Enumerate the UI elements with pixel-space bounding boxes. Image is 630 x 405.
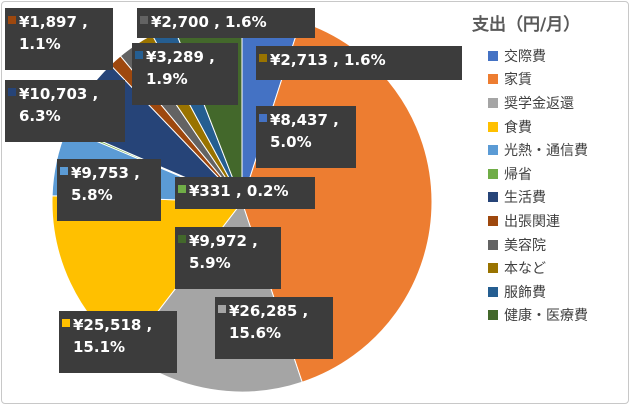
data-label-percent: 1.9% — [146, 70, 188, 88]
data-label-7: ¥1,897 , 1.1% — [5, 8, 113, 70]
data-label-key — [259, 54, 267, 62]
legend-swatch — [488, 168, 498, 179]
data-label-0: ¥8,437 , 5.0% — [256, 106, 356, 168]
legend-item-11: 健康・医療費 — [488, 304, 588, 328]
data-label-key — [218, 305, 226, 313]
legend-swatch — [488, 97, 498, 108]
legend-label: 家賃 — [504, 72, 532, 89]
data-label-text: ¥2,713 , 1.6% — [270, 51, 386, 69]
data-label-key — [135, 51, 143, 59]
data-label-key — [8, 16, 16, 24]
legend-item-8: 美容院 — [488, 233, 588, 257]
data-label-value: ¥9,753 , — [71, 164, 140, 182]
data-label-text: ¥2,700 , 1.6% — [151, 13, 267, 31]
data-label-2: ¥26,285 , 15.6% — [215, 297, 333, 359]
data-label-value: ¥9,972 , — [189, 232, 258, 250]
legend-label: 交際費 — [504, 48, 546, 65]
data-label-key — [62, 319, 70, 327]
data-label-key — [178, 185, 186, 193]
data-label-percent: 1.1% — [19, 35, 61, 53]
data-label-9: ¥2,713 , 1.6% — [256, 46, 462, 80]
legend-swatch — [488, 263, 498, 274]
data-label-key — [178, 235, 186, 243]
legend-label: 生活費 — [504, 190, 546, 207]
legend-item-0: 交際費 — [488, 44, 588, 68]
legend-label: 健康・医療費 — [504, 308, 588, 325]
data-label-value: ¥26,285 , — [229, 302, 309, 320]
legend-item-4: 光熱・通信費 — [488, 138, 588, 162]
legend-swatch — [488, 50, 498, 61]
data-label-value: ¥8,437 , — [270, 111, 339, 129]
data-label-key — [60, 167, 68, 175]
legend: 交際費家賃奨学金返還食費光熱・通信費 帰省生活費出張関連美容院本など服飾費健康・医… — [488, 44, 588, 327]
legend-swatch — [488, 145, 498, 156]
legend-label: 服飾費 — [504, 284, 546, 301]
legend-item-1: 家賃 — [488, 68, 588, 92]
data-label-5: ¥331 , 0.2% — [175, 177, 315, 209]
data-label-10: ¥3,289 , 1.9% — [132, 43, 238, 105]
legend-item-9: 本など — [488, 256, 588, 280]
legend-label: 食費 — [504, 119, 532, 136]
legend-swatch — [488, 286, 498, 297]
legend-label: 奨学金返還 — [504, 95, 574, 112]
data-label-3: ¥25,518 , 15.1% — [59, 311, 177, 373]
legend-item-3: 食費 — [488, 115, 588, 139]
legend-label: 美容院 — [504, 237, 546, 254]
data-label-percent: 5.8% — [71, 186, 113, 204]
legend-swatch — [488, 310, 498, 321]
data-label-11: ¥9,972 , 5.9% — [175, 227, 281, 289]
data-label-text: ¥331 , 0.2% — [189, 182, 289, 200]
legend-item-6: 生活費 — [488, 186, 588, 210]
data-label-value: ¥25,518 , — [73, 316, 153, 334]
legend-swatch — [488, 121, 498, 132]
legend-swatch — [488, 215, 498, 226]
legend-item-5: 帰省 — [488, 162, 588, 186]
data-label-value: ¥1,897 , — [19, 13, 88, 31]
data-label-4: ¥9,753 , 5.8% — [57, 159, 161, 221]
legend-item-2: 奨学金返還 — [488, 91, 588, 115]
data-label-key — [140, 16, 148, 24]
data-label-key — [8, 88, 16, 96]
legend-item-10: 服飾費 — [488, 280, 588, 304]
data-label-percent: 15.6% — [229, 324, 282, 342]
legend-label: 帰省 — [504, 166, 532, 183]
legend-swatch — [488, 192, 498, 203]
data-label-percent: 6.3% — [19, 107, 61, 125]
legend-label: 光熱・通信費 — [504, 143, 588, 160]
chart-title: 支出（円/月） — [472, 15, 581, 35]
data-label-8: ¥2,700 , 1.6% — [137, 8, 315, 38]
legend-item-7: 出張関連 — [488, 209, 588, 233]
data-label-percent: 15.1% — [73, 338, 126, 356]
legend-swatch — [488, 239, 498, 250]
data-label-percent: 5.0% — [270, 133, 312, 151]
data-label-key — [259, 114, 267, 122]
legend-label: 出張関連 — [504, 213, 560, 230]
data-label-percent: 5.9% — [189, 254, 231, 272]
data-label-value: ¥10,703 , — [19, 85, 99, 103]
data-label-6: ¥10,703 , 6.3% — [5, 80, 125, 142]
legend-label: 本など — [504, 261, 546, 278]
data-label-value: ¥3,289 , — [146, 48, 215, 66]
legend-swatch — [488, 74, 498, 85]
